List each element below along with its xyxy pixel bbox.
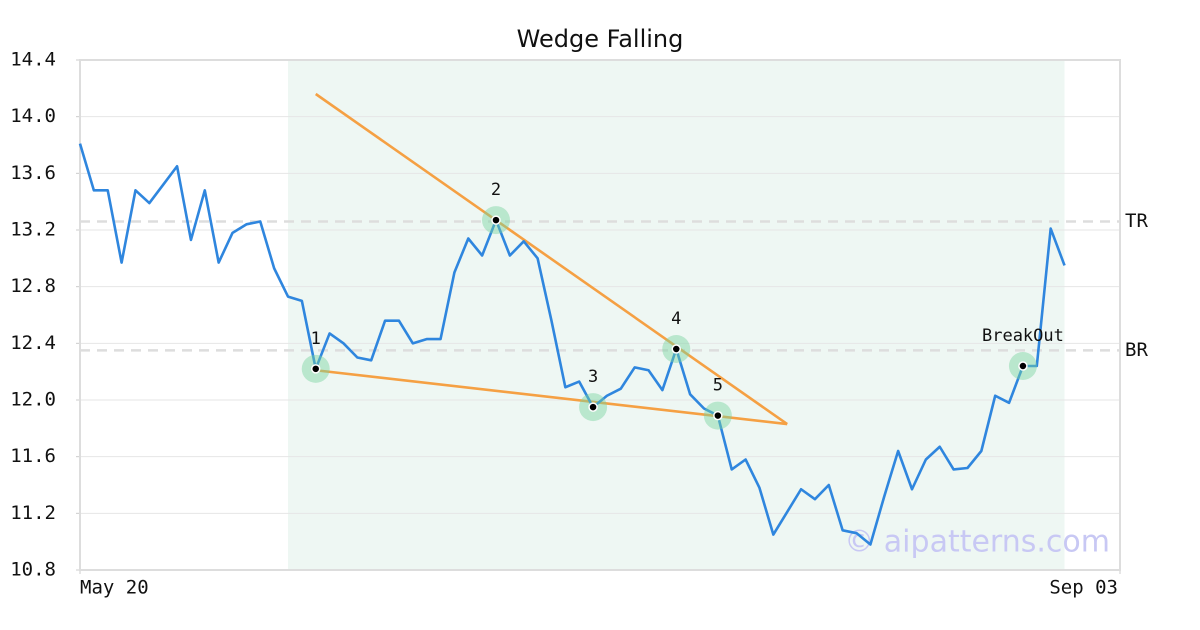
pattern-point: [310, 364, 321, 374]
pattern-label: 4: [671, 309, 681, 329]
trend-line: [315, 368, 788, 426]
pattern-point: [1018, 361, 1028, 371]
y-tick-label: 13.6: [10, 162, 56, 184]
y-tick-label: 10.8: [10, 559, 56, 581]
y-tick-label: 14.4: [10, 49, 56, 71]
pattern-label: 3: [588, 367, 598, 387]
pattern-label: BreakOut: [982, 326, 1064, 346]
price-line: [78, 143, 1066, 546]
y-tick-label: 12.8: [10, 275, 56, 297]
y-tick-label: 11.6: [10, 445, 56, 467]
pattern-label: 2: [491, 180, 501, 200]
pattern-label: 5: [713, 376, 723, 396]
pattern-point: [588, 402, 598, 412]
x-tick-label: Sep 03: [1049, 577, 1118, 599]
watermark: © aipatterns.com: [844, 525, 1110, 560]
y-tick-label: 12.0: [10, 389, 56, 411]
y-tick-label: 11.2: [10, 502, 56, 524]
x-tick-label: May 20: [80, 577, 149, 599]
y-tick-label: 14.0: [10, 105, 56, 127]
plot-frame: [79, 59, 1121, 571]
level-label: TR: [1125, 210, 1148, 232]
chart-title: Wedge Falling: [517, 25, 684, 53]
pattern-label: 1: [311, 329, 321, 349]
pattern-region: [288, 60, 1065, 570]
pattern-point: [713, 410, 723, 421]
y-tick-label: 13.2: [10, 219, 56, 241]
y-tick-label: 12.4: [10, 332, 56, 354]
pattern-point: [491, 215, 501, 225]
level-label: BR: [1125, 339, 1148, 361]
trend-line: [314, 92, 788, 426]
pattern-point: [671, 344, 682, 354]
